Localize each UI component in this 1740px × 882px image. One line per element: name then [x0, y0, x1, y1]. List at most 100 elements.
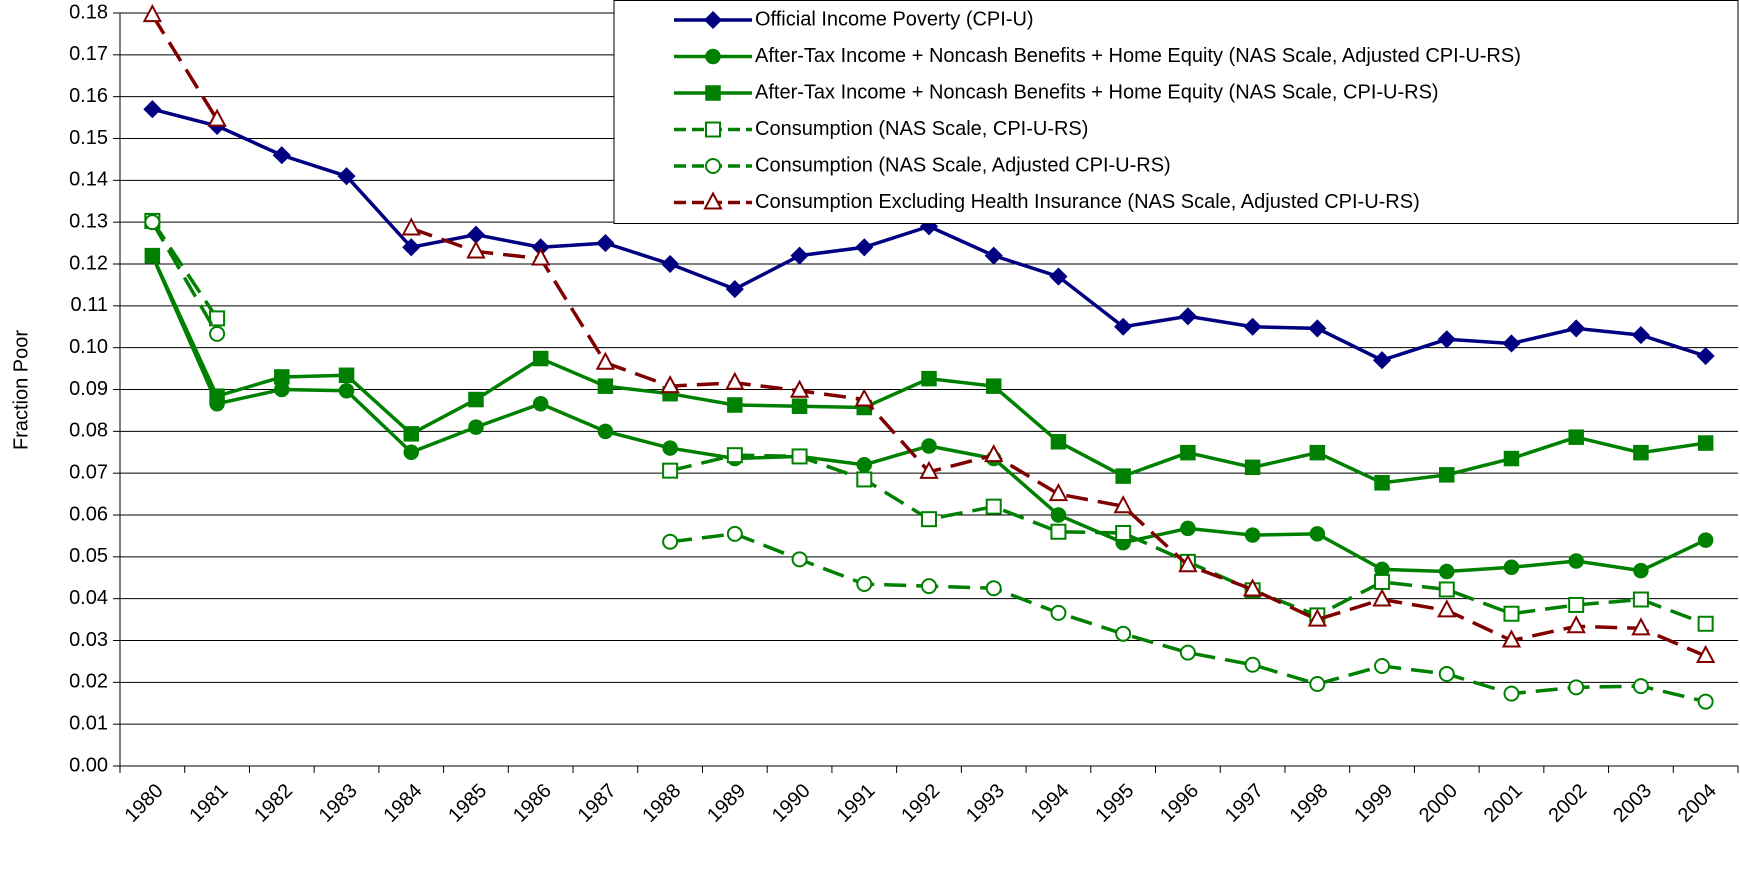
data-point: [1048, 482, 1069, 502]
x-tick-label: 1988: [638, 780, 685, 827]
data-point: [531, 247, 551, 266]
y-tick-label: 0.11: [71, 294, 108, 316]
data-point: [1566, 615, 1586, 634]
data-point: [337, 167, 356, 186]
data-point: [1309, 676, 1326, 693]
data-point: [921, 511, 937, 528]
y-tick-label: 0.08: [69, 420, 108, 442]
data-point: [209, 325, 226, 342]
x-tick-label: 1995: [1091, 780, 1138, 827]
y-tick-label: 0.01: [69, 712, 108, 734]
data-point: [856, 457, 873, 473]
data-point: [985, 498, 1002, 515]
data-point: [1115, 524, 1132, 541]
data-point: [466, 240, 486, 259]
data-point: [1115, 625, 1132, 642]
y-tick-label: 0.05: [69, 545, 108, 567]
y-tick-label: 0.00: [69, 754, 108, 776]
data-point: [1180, 444, 1196, 461]
data-point: [1374, 658, 1391, 675]
data-point: [1439, 467, 1455, 483]
data-point: [402, 238, 421, 257]
data-point: [984, 246, 1003, 265]
x-tick-label: 1987: [574, 780, 621, 827]
x-tick-label: 2004: [1674, 780, 1721, 827]
data-point: [1631, 326, 1650, 345]
data-point: [791, 551, 808, 568]
data-point: [662, 462, 679, 479]
legend-box: [613, 0, 1739, 224]
data-point: [1050, 507, 1067, 523]
data-point: [595, 351, 616, 370]
data-point: [1372, 351, 1392, 370]
legend-label: Consumption Excluding Health Insurance (…: [755, 191, 1420, 213]
y-tick-label: 0.04: [69, 587, 108, 609]
series-line: [150, 221, 1707, 704]
data-point: [856, 576, 873, 593]
y-tick-label: 0.06: [69, 503, 108, 525]
data-point: [143, 100, 162, 119]
data-point: [1697, 615, 1714, 632]
series-line: [150, 14, 1707, 658]
data-point: [1309, 444, 1326, 461]
data-point: [144, 214, 161, 231]
data-point: [1244, 459, 1261, 476]
x-tick-label: 1980: [121, 780, 168, 827]
data-point: [532, 350, 549, 367]
y-tick-label: 0.16: [69, 85, 108, 107]
data-point: [338, 383, 355, 399]
y-axis-title: Fraction Poor: [10, 330, 32, 450]
data-point: [1501, 629, 1522, 648]
y-tick-label: 0.17: [69, 43, 108, 65]
data-point: [209, 388, 225, 404]
data-point: [1503, 559, 1520, 576]
legend-marker: [705, 48, 721, 65]
data-point: [1115, 468, 1131, 484]
data-point: [1439, 563, 1455, 580]
data-point: [274, 369, 290, 385]
data-point: [403, 444, 419, 460]
data-point: [921, 578, 937, 595]
y-tick-label: 0.02: [69, 671, 108, 693]
data-point: [532, 395, 549, 412]
x-tick-label: 2002: [1544, 780, 1591, 827]
data-point: [1243, 317, 1262, 336]
x-tick-label: 1994: [1027, 780, 1074, 827]
legend-marker: [705, 85, 721, 101]
data-point: [468, 419, 484, 435]
data-point: [1374, 573, 1391, 590]
x-tick-label: 2003: [1609, 780, 1656, 827]
y-tick-label: 0.10: [69, 336, 108, 358]
data-point: [1307, 608, 1327, 627]
data-point: [1372, 588, 1392, 607]
data-point: [272, 146, 291, 165]
data-point: [1568, 596, 1585, 613]
data-point: [1180, 520, 1196, 537]
data-point: [1567, 319, 1586, 338]
data-point: [1633, 444, 1649, 461]
data-point: [597, 423, 614, 440]
data-point: [1179, 644, 1196, 661]
data-point: [726, 525, 743, 542]
data-point: [855, 238, 874, 257]
data-point: [1568, 553, 1584, 569]
data-point: [725, 280, 744, 299]
data-point: [1244, 527, 1261, 543]
data-point: [660, 375, 680, 394]
data-point: [1632, 591, 1649, 608]
data-point: [1178, 307, 1197, 326]
x-tick-label: 2000: [1415, 780, 1462, 827]
y-tick-label: 0.18: [69, 1, 108, 23]
data-point: [1503, 450, 1520, 467]
data-point: [921, 370, 937, 387]
y-tick-label: 0.07: [69, 461, 108, 483]
x-tick-label: 1983: [315, 780, 362, 827]
data-point: [1178, 554, 1198, 573]
data-point: [1632, 678, 1649, 695]
data-point: [1049, 267, 1068, 286]
data-point: [985, 378, 1002, 394]
x-tick-label: 1997: [1221, 780, 1268, 827]
data-point: [597, 378, 614, 394]
data-point: [401, 217, 421, 236]
data-point: [661, 254, 680, 274]
